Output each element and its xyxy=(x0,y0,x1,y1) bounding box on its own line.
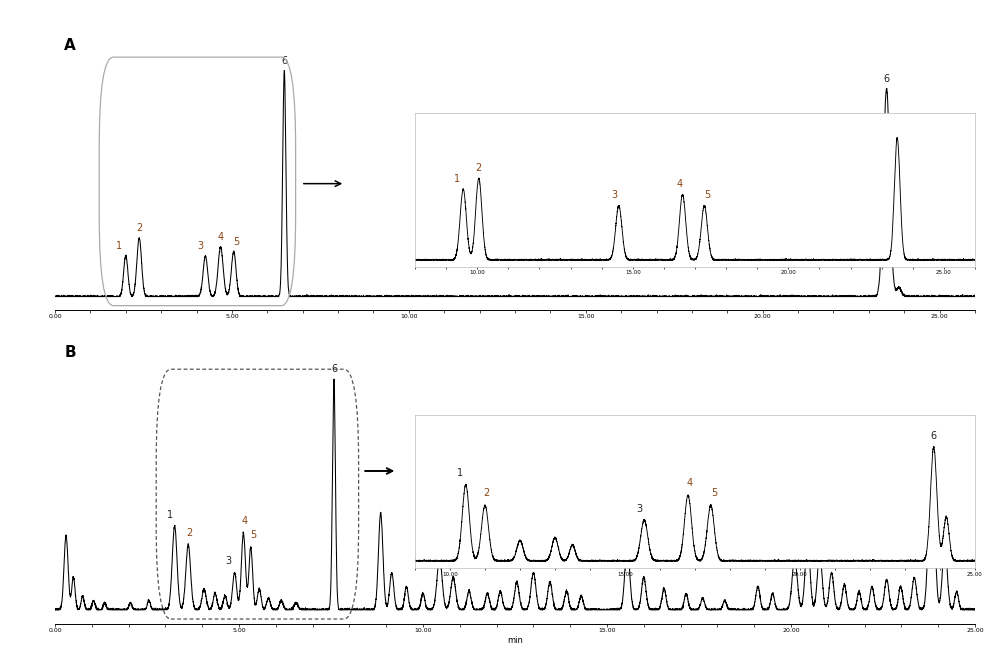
Text: 2: 2 xyxy=(186,528,192,538)
Text: 4: 4 xyxy=(218,232,224,242)
Text: 4: 4 xyxy=(676,179,683,189)
Text: 2: 2 xyxy=(476,163,482,173)
Text: 6: 6 xyxy=(883,74,890,84)
Text: 6: 6 xyxy=(331,364,337,374)
Text: 2: 2 xyxy=(136,223,142,233)
Text: 4: 4 xyxy=(687,478,693,488)
Text: 2: 2 xyxy=(484,488,490,498)
Text: 4: 4 xyxy=(241,516,248,526)
Text: 6: 6 xyxy=(281,56,287,66)
Text: 6: 6 xyxy=(929,420,935,430)
X-axis label: min: min xyxy=(507,636,523,644)
Text: A: A xyxy=(64,39,76,53)
Text: 1: 1 xyxy=(457,468,464,478)
Text: B: B xyxy=(64,346,76,360)
Text: 3: 3 xyxy=(611,190,617,200)
Text: 5: 5 xyxy=(704,190,711,200)
Text: 1: 1 xyxy=(116,241,122,251)
Text: 3: 3 xyxy=(636,504,642,514)
Text: 5: 5 xyxy=(250,530,256,540)
Text: 3: 3 xyxy=(197,241,203,251)
Text: 1: 1 xyxy=(167,510,173,520)
Text: 6: 6 xyxy=(931,431,937,441)
Text: 5: 5 xyxy=(711,488,717,498)
Text: 1: 1 xyxy=(454,174,460,184)
Text: 3: 3 xyxy=(226,556,232,566)
Text: 5: 5 xyxy=(233,237,239,247)
